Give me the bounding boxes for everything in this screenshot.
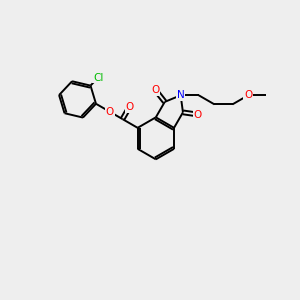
Text: O: O [125, 102, 134, 112]
Text: O: O [244, 90, 252, 100]
Text: Cl: Cl [93, 73, 103, 82]
Text: N: N [177, 90, 184, 100]
Text: O: O [194, 110, 202, 119]
Text: O: O [106, 107, 114, 117]
Text: O: O [151, 85, 160, 95]
